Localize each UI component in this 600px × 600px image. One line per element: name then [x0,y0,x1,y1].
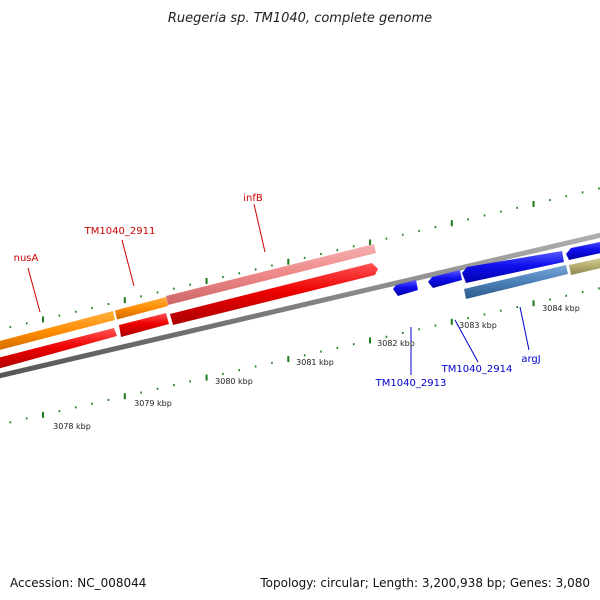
scale-label-3083: 3083 kbp [459,321,497,330]
genome-backbone [0,232,600,379]
gene-tm2911-red[interactable] [119,313,169,337]
scale-label-3079: 3079 kbp [134,399,172,408]
label-tm2911[interactable]: TM1040_2911 [84,226,156,237]
lower-tick-row [9,287,600,424]
gene-next-blue[interactable] [566,240,600,260]
gene-tm2913-blue[interactable] [393,280,418,296]
gene-argJ-blue[interactable] [462,251,564,283]
gene-next-khaki[interactable] [569,256,600,275]
label-tm2914[interactable]: TM1040_2914 [441,364,513,375]
gene-nusA-orange[interactable] [0,311,115,353]
scale-label-3082: 3082 kbp [377,339,415,348]
leader-nusA [27,267,41,313]
reverse-track-outer [393,240,600,296]
scale-label-3078: 3078 kbp [53,422,91,431]
accession-text: Accession: NC_008044 [10,576,146,590]
leader-tm2914 [454,319,479,363]
leader-infB [253,203,266,253]
label-tm2913[interactable]: TM1040_2913 [375,378,447,389]
label-infB[interactable]: infB [243,193,263,204]
leader-tm2911 [121,239,135,287]
gene-labels: nusA TM1040_2911 infB TM1040_2913 TM1040… [14,193,541,389]
scale-label-3084: 3084 kbp [542,304,580,313]
forward-track-inner [0,263,378,371]
gene-argJ-steelblue[interactable] [464,265,568,299]
gene-nusA-red[interactable] [0,328,117,371]
label-nusA[interactable]: nusA [14,253,39,264]
scale-labels: 3078 kbp 3079 kbp 3080 kbp 3081 kbp 3082… [53,304,580,431]
gene-infB-pink[interactable] [166,244,376,305]
scale-label-3080: 3080 kbp [215,377,253,386]
map-title: Ruegeria sp. TM1040, complete genome [168,11,432,26]
forward-track-outer [0,244,376,353]
reverse-track-inner [464,256,600,299]
gene-tm2911-orange[interactable] [115,297,168,320]
genome-summary-text: Topology: circular; Length: 3,200,938 bp… [259,576,590,590]
leader-argJ [519,306,530,351]
gene-tm2914-blue[interactable] [428,270,462,288]
label-leader-lines [27,203,530,375]
scale-label-3081: 3081 kbp [296,358,334,367]
upper-tick-row [9,187,600,329]
label-argJ[interactable]: argJ [521,354,540,365]
gene-infB-red[interactable] [170,263,378,325]
